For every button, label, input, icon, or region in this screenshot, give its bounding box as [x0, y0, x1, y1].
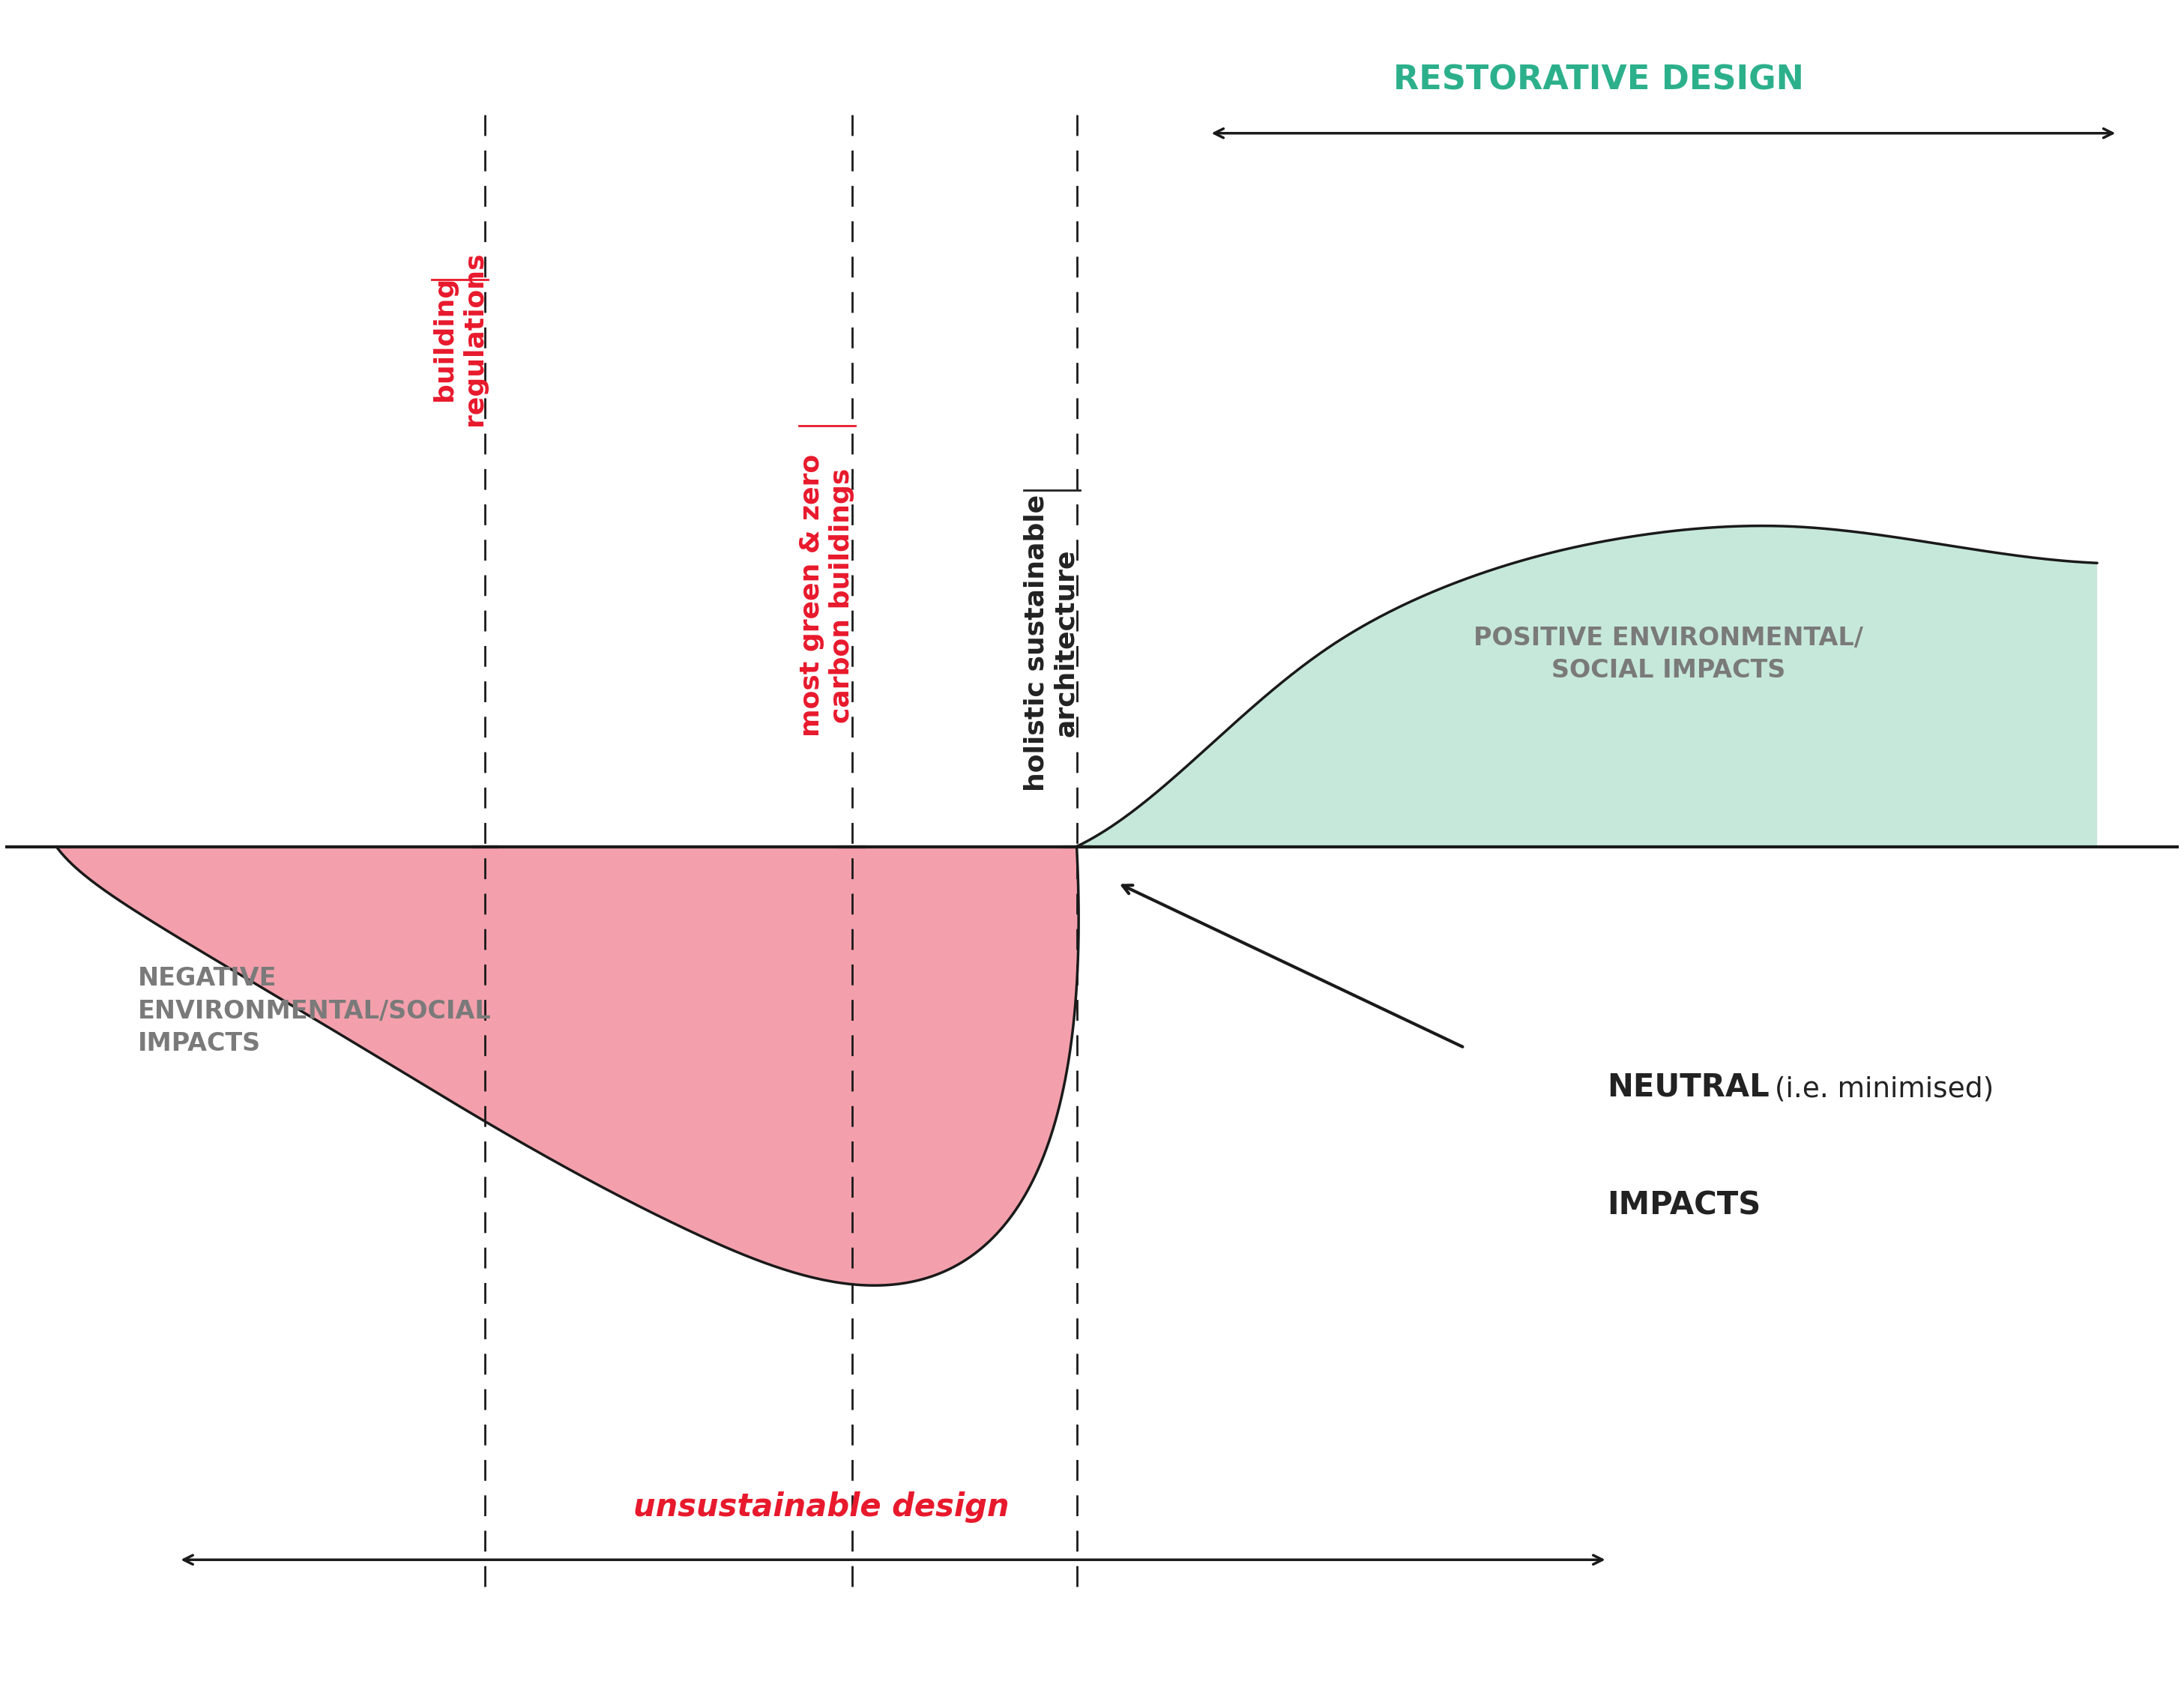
Text: NEUTRAL: NEUTRAL	[1607, 1072, 1769, 1102]
Text: holistic sustainable
architecture: holistic sustainable architecture	[1024, 494, 1079, 792]
Polygon shape	[1077, 527, 2097, 846]
Text: RESTORATIVE DESIGN: RESTORATIVE DESIGN	[1393, 64, 1804, 97]
Text: POSITIVE ENVIRONMENTAL/
SOCIAL IMPACTS: POSITIVE ENVIRONMENTAL/ SOCIAL IMPACTS	[1474, 626, 1863, 682]
Text: NEGATIVE
ENVIRONMENTAL/SOCIAL
IMPACTS: NEGATIVE ENVIRONMENTAL/SOCIAL IMPACTS	[138, 967, 491, 1056]
Text: (i.e. minimised): (i.e. minimised)	[1765, 1075, 1994, 1102]
Text: most green & zero
carbon buildings: most green & zero carbon buildings	[799, 454, 854, 736]
Text: building
regulations: building regulations	[432, 252, 487, 427]
Text: IMPACTS: IMPACTS	[1607, 1190, 1760, 1221]
Text: unsustainable design: unsustainable design	[633, 1492, 1009, 1524]
Polygon shape	[57, 846, 1079, 1285]
